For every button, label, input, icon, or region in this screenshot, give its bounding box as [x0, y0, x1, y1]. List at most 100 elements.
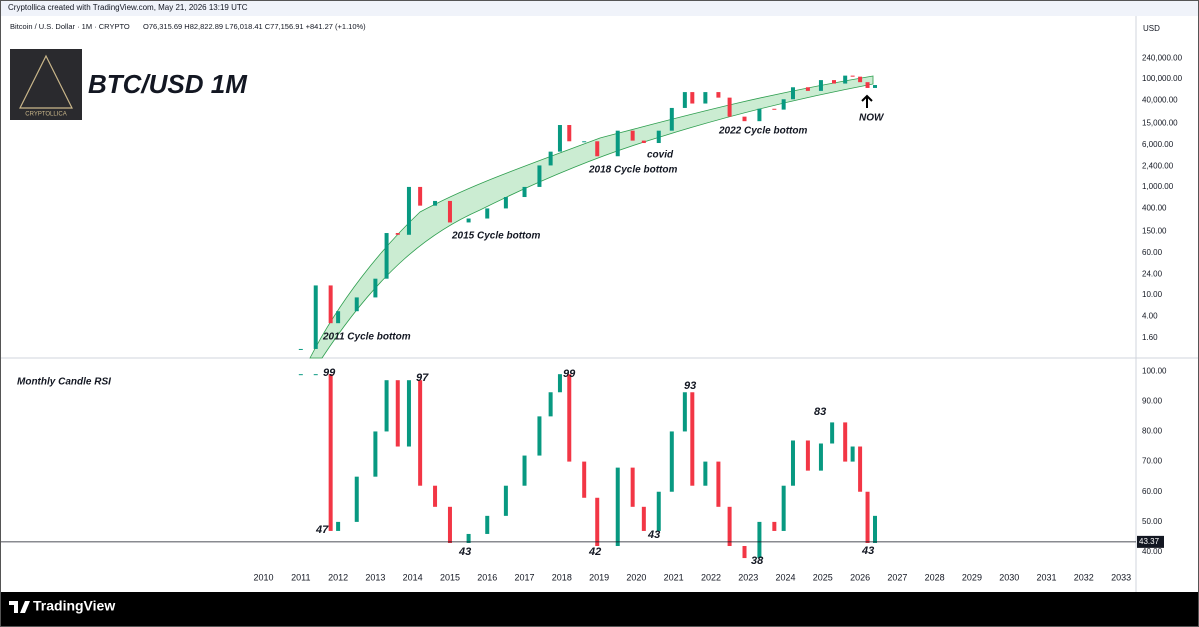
- candle: [548, 151, 553, 166]
- candle: [772, 108, 777, 110]
- y-tick-label: 80.00: [1142, 427, 1163, 436]
- candle: [818, 443, 823, 471]
- y-tick-label: 90.00: [1142, 396, 1163, 405]
- candle: [690, 92, 695, 104]
- x-tick-label: 2019: [589, 572, 609, 582]
- x-tick-label: 2032: [1074, 572, 1094, 582]
- candle: [548, 392, 553, 417]
- footer-bar: [0, 592, 1199, 627]
- x-tick-label: 2010: [254, 572, 274, 582]
- x-tick-label: 2014: [403, 572, 423, 582]
- candle: [831, 80, 836, 84]
- y-tick-label: 400.00: [1142, 204, 1167, 213]
- rsi-label: 99: [323, 367, 336, 379]
- candle: [522, 455, 527, 486]
- candle: [656, 491, 661, 531]
- candle: [503, 485, 508, 516]
- candle: [843, 422, 848, 462]
- candle: [615, 130, 620, 157]
- logo-text: CRYPTOLLICA: [25, 112, 66, 118]
- rsi-label: 97: [416, 372, 429, 384]
- rsi-title: Monthly Candle RSI: [17, 377, 111, 388]
- annotation: 2018 Cycle bottom: [588, 165, 677, 176]
- y-tick-label: 15,000.00: [1142, 119, 1178, 128]
- candle: [433, 485, 438, 507]
- candle: [373, 431, 378, 477]
- y-tick-label: 1,000.00: [1142, 182, 1174, 191]
- candle: [328, 285, 333, 324]
- y-tick-label: 4.00: [1142, 312, 1158, 321]
- credit: Cryptollica created with TradingView.com…: [8, 3, 248, 12]
- candle: [818, 80, 823, 91]
- annotation: 2015 Cycle bottom: [451, 231, 540, 242]
- candle: [641, 506, 646, 531]
- candle: [858, 446, 863, 492]
- candle: [336, 521, 341, 531]
- candle: [772, 521, 777, 531]
- candle: [567, 374, 572, 462]
- y-tick-label: 50.00: [1142, 517, 1163, 526]
- candle: [537, 416, 542, 456]
- candle: [641, 140, 646, 144]
- x-tick-label: 2018: [552, 572, 572, 582]
- candle: [298, 374, 303, 376]
- current-value-label: 43.37: [1139, 537, 1160, 546]
- candle: [328, 374, 333, 531]
- candle: [757, 521, 762, 559]
- rsi-label: 43: [458, 546, 471, 558]
- candle: [522, 186, 527, 198]
- x-tick-label: 2027: [887, 572, 907, 582]
- x-tick-label: 2025: [813, 572, 833, 582]
- candle: [503, 197, 508, 209]
- x-tick-label: 2028: [925, 572, 945, 582]
- candle: [742, 116, 747, 122]
- x-tick-label: 2024: [776, 572, 796, 582]
- y-tick-label: 10.00: [1142, 290, 1163, 299]
- y-tick-label: 1.60: [1142, 333, 1158, 342]
- candle: [703, 461, 708, 486]
- x-tick-label: 2033: [1111, 572, 1131, 582]
- rsi-label: 99: [563, 368, 576, 380]
- x-tick-label: 2026: [850, 572, 870, 582]
- candle: [781, 485, 786, 531]
- chart-title: BTC/USD 1M: [88, 69, 248, 99]
- symbol: Bitcoin / U.S. Dollar · 1M · CRYPTO: [10, 22, 130, 31]
- logo-triangle: [19, 54, 73, 109]
- candle: [313, 374, 318, 376]
- x-tick-label: 2011: [291, 572, 310, 582]
- rsi-label: 43: [861, 545, 874, 557]
- candle: [850, 75, 855, 77]
- brand-logo: [9, 601, 30, 613]
- candle: [418, 186, 423, 206]
- y-tick-label: 100.00: [1142, 366, 1167, 375]
- candle: [850, 446, 855, 462]
- y-tick-label: 60.00: [1142, 487, 1163, 496]
- candle: [830, 422, 835, 444]
- candle: [466, 218, 471, 223]
- candle: [858, 76, 863, 83]
- candle: [447, 506, 452, 543]
- candle: [384, 380, 389, 432]
- candle: [727, 506, 732, 547]
- y-tick-label: 150.00: [1142, 227, 1167, 236]
- x-tick-label: 2021: [664, 572, 684, 582]
- candle: [373, 278, 378, 298]
- annotation: NOW: [859, 113, 885, 124]
- x-tick-label: 2023: [738, 572, 758, 582]
- candle: [805, 87, 810, 91]
- candle: [716, 461, 721, 507]
- candle: [843, 75, 848, 84]
- candle: [406, 186, 411, 235]
- header-bar: [0, 0, 1199, 16]
- candle: [313, 285, 318, 349]
- candle: [669, 107, 674, 131]
- candle: [742, 546, 747, 559]
- candle: [418, 380, 423, 486]
- candle: [336, 311, 341, 324]
- candle: [354, 297, 359, 312]
- x-tick-label: 2022: [701, 572, 721, 582]
- candle: [567, 125, 572, 142]
- candle: [433, 200, 438, 206]
